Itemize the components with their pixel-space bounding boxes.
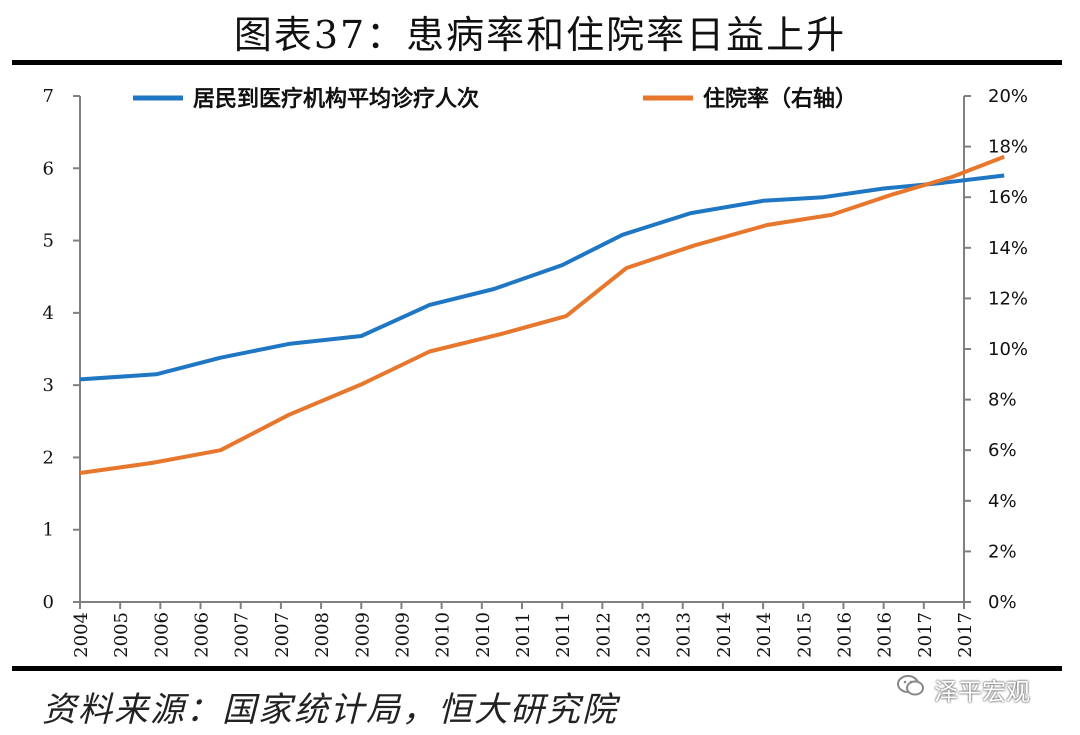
left-tick-label: 2 [43,447,54,468]
right-tick-label: 12% [988,288,1028,309]
right-tick-label: 8% [988,390,1017,411]
series-lines [79,154,1005,475]
left-tick-label: 4 [43,303,54,324]
right-tick-label: 6% [988,440,1017,461]
x-tick-label: 2016 [834,612,855,658]
x-tick-label: 2014 [714,612,735,658]
x-tick-label: 2004 [71,612,92,658]
wechat-icon [896,673,926,705]
x-tick-label: 2016 [875,612,896,658]
x-tick-label: 2011 [513,612,534,658]
x-tick-label: 2014 [754,612,775,658]
source-note: 资料来源：国家统计局，恒大研究院 [42,690,618,730]
right-tick-label: 0% [988,592,1017,613]
x-tick-label: 2013 [674,612,695,658]
source-divider [12,666,1062,671]
legend: 居民到医疗机构平均诊疗人次 住院率（右轴） [133,86,857,112]
x-tick-label: 2007 [232,612,253,658]
watermark-text: 泽平宏观 [934,677,1030,706]
right-tick-label: 2% [988,541,1017,562]
axes: 0 1 2 3 4 5 6 7 0% 2% 4% 6% 8% 10% 12% 14% 16% 18% 20% 2004… [43,86,1028,658]
x-tick-label: 2008 [312,612,333,658]
x-tick-label: 2013 [634,612,655,658]
x-tick-label: 2010 [433,612,454,658]
x-tick-label: 2009 [392,612,413,658]
x-tick-label: 2012 [593,612,614,658]
x-tick-label: 2006 [192,612,213,658]
left-tick-label: 0 [43,592,54,613]
x-tick-label: 2009 [352,612,373,658]
x-tick-label: 2011 [553,612,574,658]
right-tick-label: 20% [988,86,1028,107]
left-tick-label: 7 [43,86,54,107]
legend-label-2: 住院率（右轴） [703,86,857,112]
x-tick-label: 2017 [915,612,936,658]
right-tick-label: 14% [988,238,1028,259]
title-divider [12,60,1062,65]
x-tick-label: 2015 [794,612,815,658]
x-tick-label: 2007 [272,612,293,658]
chart-title: 图表37：患病率和住院率日益上升 [233,13,847,57]
left-tick-label: 3 [43,375,54,396]
legend-label-1: 居民到医疗机构平均诊疗人次 [193,86,479,112]
x-tick-label: 2005 [111,612,132,658]
watermark: 泽平宏观 [896,672,1030,706]
x-tick-label: 2010 [473,612,494,658]
right-tick-label: 18% [988,137,1028,158]
series-line-2 [79,154,1005,475]
left-tick-label: 1 [43,520,54,541]
chart-svg: 0 1 2 3 4 5 6 7 0% 2% 4% 6% 8% 10% 12% 14% 16% 18% 20% 2004… [43,86,1028,658]
left-tick-label: 5 [43,231,54,252]
right-tick-label: 10% [988,339,1028,360]
x-tick-label: 2006 [151,612,172,658]
left-tick-label: 6 [43,158,54,179]
x-tick-label: 2017 [955,612,976,658]
series-line-1 [79,173,1005,382]
right-tick-label: 4% [988,491,1017,512]
right-tick-label: 16% [988,187,1028,208]
